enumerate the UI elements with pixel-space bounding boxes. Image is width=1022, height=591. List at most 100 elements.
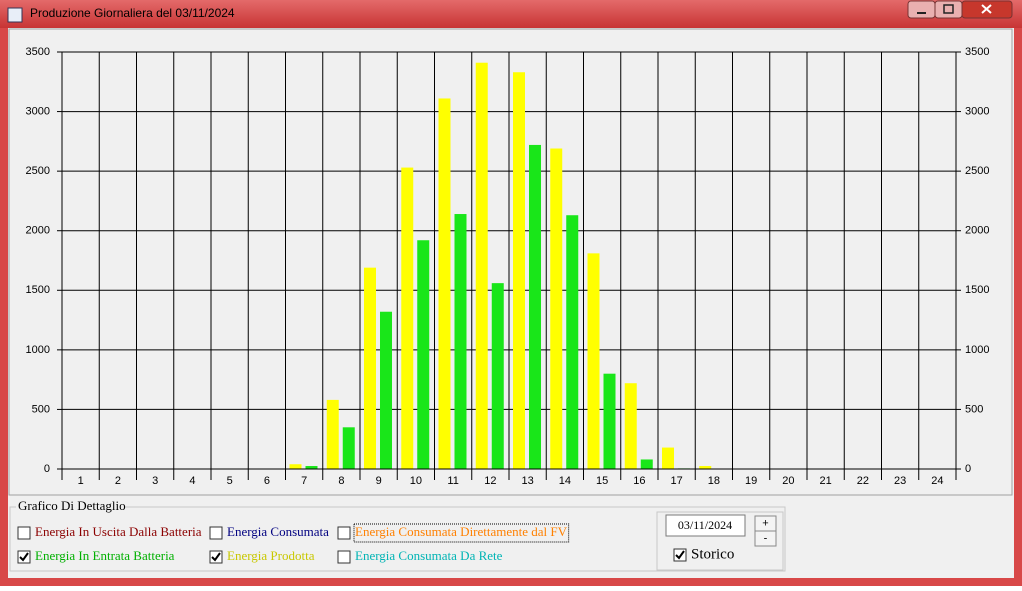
checkbox-box xyxy=(337,526,351,540)
checkbox-label: Energia Consumata Da Rete xyxy=(355,548,503,563)
minus-label: - xyxy=(764,532,768,544)
x-tick-label: 21 xyxy=(820,475,832,487)
y2-tick-label: 1500 xyxy=(965,284,989,296)
x-tick-label: 5 xyxy=(227,475,233,487)
bar xyxy=(380,311,392,469)
x-tick-label: 18 xyxy=(708,475,720,487)
bar xyxy=(364,267,376,469)
x-tick-label: 12 xyxy=(484,475,496,487)
x-tick-label: 16 xyxy=(633,475,645,487)
group-title-bg xyxy=(16,500,124,514)
y-tick-label: 1000 xyxy=(26,344,50,356)
x-tick-label: 6 xyxy=(264,475,270,487)
checkbox-box xyxy=(209,526,223,540)
window-title: Produzione Giornaliera del 03/11/2024 xyxy=(30,6,235,20)
checkbox[interactable]: Energia Consumata xyxy=(209,524,329,540)
bar xyxy=(550,148,563,469)
chart: 0 0 500 500 1000 1000 1500 1500 2000 2000 2500 2500… xyxy=(26,46,990,487)
x-tick-label: 9 xyxy=(376,475,382,487)
checkbox[interactable]: Energia In Entrata Batteria xyxy=(17,548,175,564)
checkbox-label: Energia Consumata Direttamente dal FV xyxy=(355,524,568,539)
y-tick-label: 2500 xyxy=(26,165,50,177)
bar xyxy=(640,459,653,469)
x-tick-label: 17 xyxy=(671,475,683,487)
x-tick-label: 11 xyxy=(447,475,458,487)
x-tick-label: 1 xyxy=(78,475,84,487)
x-tick-label: 8 xyxy=(338,475,344,487)
bar xyxy=(624,383,637,469)
bar xyxy=(699,466,712,469)
x-tick-label: 13 xyxy=(522,475,534,487)
y2-tick-label: 0 xyxy=(965,463,971,475)
minimize-button[interactable] xyxy=(907,0,936,19)
bar xyxy=(438,98,451,470)
bar xyxy=(529,144,541,469)
y2-tick-label: 1000 xyxy=(965,344,989,356)
x-tick-label: 22 xyxy=(857,475,869,487)
checkbox[interactable]: Storico xyxy=(673,546,734,562)
y-tick-label: 3500 xyxy=(26,46,50,58)
bar xyxy=(662,447,674,469)
group-title: Grafico Di Dettaglio xyxy=(18,498,126,513)
y2-tick-label: 2000 xyxy=(965,225,989,237)
date-panel xyxy=(656,511,784,571)
checkbox[interactable]: Energia Prodotta xyxy=(209,548,315,564)
bar xyxy=(342,427,355,469)
bar xyxy=(454,214,467,469)
y2-tick-label: 2500 xyxy=(965,165,989,177)
x-tick-label: 24 xyxy=(931,475,943,487)
chart-panel xyxy=(8,28,1013,496)
y-tick-label: 3000 xyxy=(26,105,50,117)
y-tick-label: 500 xyxy=(32,403,50,415)
y-tick-label: 1500 xyxy=(26,284,50,296)
bar xyxy=(603,373,616,469)
bar xyxy=(513,72,525,470)
bar xyxy=(491,283,504,469)
app-icon xyxy=(7,7,23,23)
checkbox-check xyxy=(211,552,221,562)
x-tick-label: 2 xyxy=(115,475,121,487)
bar xyxy=(305,466,318,469)
checkbox-label: Storico xyxy=(691,546,734,562)
x-tick-label: 7 xyxy=(301,475,307,487)
x-tick-label: 19 xyxy=(745,475,757,487)
plus-label: + xyxy=(762,517,768,529)
bar xyxy=(289,464,302,469)
focus-rect xyxy=(353,523,570,543)
x-tick-label: 3 xyxy=(152,475,158,487)
x-tick-label: 20 xyxy=(782,475,794,487)
checkbox-label: Energia In Uscita Dalla Batteria xyxy=(35,524,202,539)
y-tick-label: 2000 xyxy=(26,225,50,237)
y2-tick-label: 3000 xyxy=(965,105,989,117)
bar xyxy=(566,215,579,469)
close-glyph xyxy=(981,4,992,14)
x-tick-label: 10 xyxy=(410,475,422,487)
minus-button[interactable] xyxy=(754,530,777,547)
checkbox-label: Energia In Entrata Batteria xyxy=(35,548,175,563)
maximize-button[interactable] xyxy=(934,0,963,19)
bar xyxy=(326,399,339,469)
y2-tick-label: 500 xyxy=(965,403,983,415)
y-tick-label: 0 xyxy=(44,463,50,475)
checkbox-box xyxy=(17,526,31,540)
checkbox-label: Energia Consumata xyxy=(227,524,329,539)
bar xyxy=(475,62,488,469)
x-tick-label: 14 xyxy=(559,475,571,487)
checkbox[interactable]: Energia Consumata Da Rete xyxy=(337,548,503,564)
title-bar xyxy=(0,0,1022,28)
x-tick-label: 15 xyxy=(596,475,608,487)
x-tick-label: 4 xyxy=(189,475,195,487)
checkbox[interactable]: Energia Consumata Direttamente dal FV xyxy=(337,523,570,543)
checkbox-box xyxy=(337,550,351,564)
checkbox-label: Energia Prodotta xyxy=(227,548,315,563)
group-box xyxy=(9,506,786,572)
x-tick-label: 23 xyxy=(894,475,906,487)
y2-tick-label: 3500 xyxy=(965,46,989,58)
bar xyxy=(417,240,430,469)
checkbox[interactable]: Energia In Uscita Dalla Batteria xyxy=(17,524,202,540)
date-input[interactable] xyxy=(665,514,746,537)
bar xyxy=(401,167,414,469)
bar xyxy=(587,253,600,469)
date-text: 03/11/2024 xyxy=(678,518,732,532)
